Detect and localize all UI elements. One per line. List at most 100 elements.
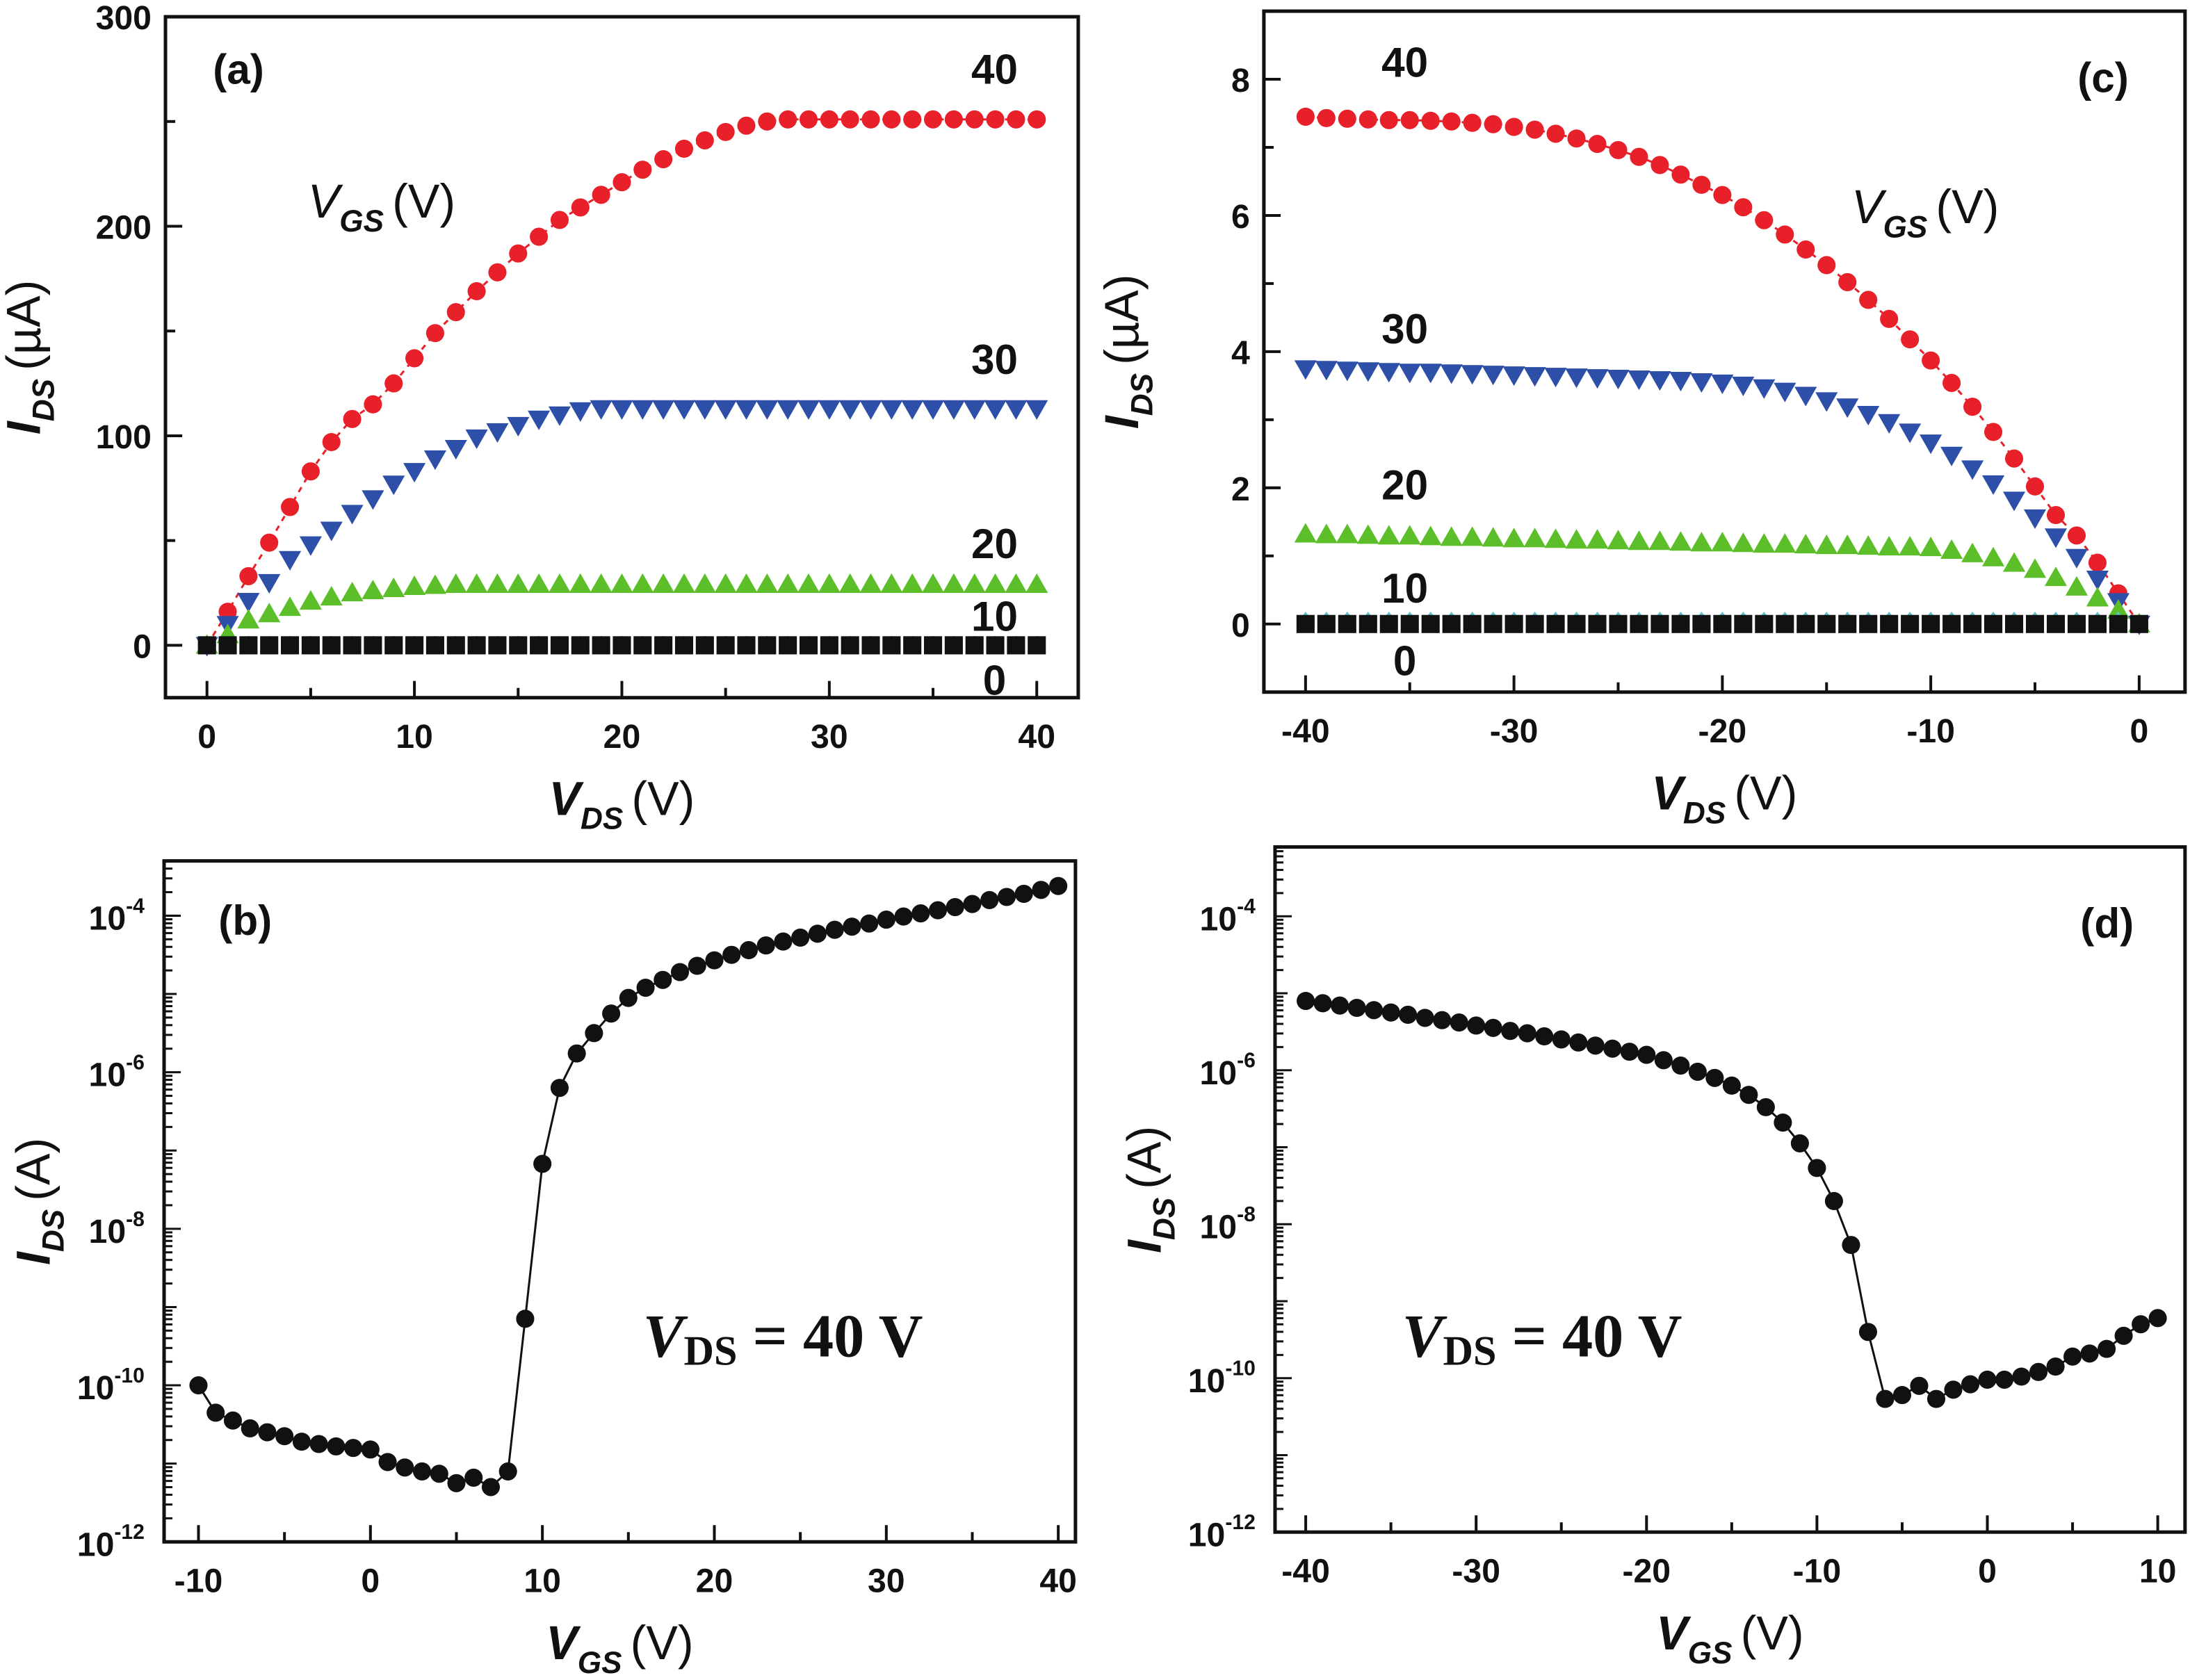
data-point	[695, 131, 714, 149]
data-point	[403, 463, 426, 483]
data-point	[1808, 1159, 1826, 1177]
tick-exponent: -10	[114, 1364, 145, 1387]
data-point	[1381, 1003, 1400, 1022]
data-point	[299, 590, 322, 610]
data-point	[838, 400, 861, 420]
axis-unit: (V)	[631, 1617, 694, 1670]
series-vds40v	[189, 876, 1068, 1496]
data-point	[1982, 546, 2005, 566]
data-point	[2025, 614, 2045, 633]
data-point	[292, 1433, 311, 1451]
tick-exponent: -12	[114, 1521, 145, 1544]
data-point	[507, 573, 530, 594]
x-tick-label: 10	[2139, 1552, 2177, 1590]
data-point	[1963, 398, 1982, 416]
data-point	[877, 911, 895, 929]
series-label: 40	[971, 45, 1018, 92]
data-point	[1586, 1036, 1605, 1055]
plot-frame	[162, 859, 1078, 1544]
axis-unit: (V)	[1936, 181, 1999, 234]
data-point	[1007, 110, 1025, 129]
data-point	[714, 400, 737, 420]
x-tick-label: 40	[1018, 718, 1055, 756]
data-point	[984, 573, 1007, 594]
data-point	[2046, 505, 2066, 525]
data-point	[569, 573, 592, 594]
axis-var: I	[1096, 414, 1149, 429]
data-point	[1336, 523, 1358, 544]
data-point	[825, 920, 844, 939]
data-point	[488, 636, 507, 655]
data-point	[820, 110, 838, 129]
data-point	[1774, 1113, 1792, 1132]
data-point	[1518, 1024, 1536, 1043]
data-point	[2002, 491, 2026, 512]
data-point	[695, 636, 714, 655]
data-point	[343, 409, 362, 428]
annotation-var: V	[1402, 1302, 1447, 1370]
y-axis-label: IDS (A)	[1118, 1126, 1181, 1253]
data-point	[1567, 129, 1586, 148]
tick-base: 10	[77, 1526, 115, 1563]
data-point	[1637, 1045, 1656, 1064]
data-point	[1296, 107, 1315, 126]
data-point	[1739, 1086, 1758, 1104]
data-point	[446, 636, 465, 655]
y-tick-label: 10-4	[1200, 895, 1256, 938]
data-point	[963, 400, 986, 420]
data-point	[1713, 614, 1732, 633]
data-point	[986, 636, 1005, 655]
data-point	[2088, 553, 2107, 572]
data-point	[1794, 534, 1817, 554]
data-point	[278, 551, 302, 571]
data-point	[1315, 523, 1338, 544]
data-point	[894, 907, 913, 926]
data-point	[2012, 1367, 2031, 1386]
axis-var: V	[1851, 181, 1887, 234]
data-point	[2132, 1315, 2150, 1334]
y-tick-label: 0	[133, 628, 152, 665]
data-point	[1609, 614, 1628, 633]
data-point	[444, 439, 467, 460]
data-point	[963, 895, 982, 913]
data-point	[1028, 636, 1046, 655]
data-point	[528, 410, 551, 430]
series-label: 30	[1381, 305, 1428, 352]
data-point	[1025, 400, 1048, 420]
data-point	[1525, 614, 1544, 633]
data-point	[2044, 528, 2068, 548]
data-point	[218, 636, 237, 655]
data-point	[705, 951, 724, 970]
data-point	[1049, 876, 1068, 895]
tick-base: 10	[1200, 1054, 1238, 1092]
x-axis-label: VGS (V)	[546, 1617, 693, 1680]
data-point	[797, 573, 820, 594]
data-point	[882, 636, 901, 655]
data-point	[911, 904, 930, 923]
x-tick-label: -10	[175, 1563, 223, 1600]
axis-sub: DS	[36, 1209, 70, 1252]
data-point	[882, 110, 901, 129]
data-point	[1331, 996, 1349, 1015]
data-point	[613, 636, 631, 655]
data-point	[206, 1403, 225, 1422]
data-point	[362, 490, 384, 510]
data-point	[944, 636, 963, 655]
data-point	[921, 400, 945, 420]
data-point	[361, 1440, 380, 1459]
data-point	[777, 573, 800, 594]
data-point	[571, 198, 590, 217]
data-point	[1878, 414, 1901, 434]
data-point	[1901, 330, 1920, 349]
data-point	[859, 573, 882, 594]
data-point	[1028, 110, 1046, 129]
y-tick-label: 10-12	[77, 1521, 145, 1563]
x-tick-label: 0	[2130, 712, 2148, 750]
data-point	[1982, 475, 2005, 495]
data-point	[1815, 392, 1838, 412]
data-point	[197, 636, 216, 655]
tick-exponent: -4	[126, 895, 145, 918]
series-label: 40	[1381, 38, 1428, 85]
series-40	[1296, 107, 2148, 633]
